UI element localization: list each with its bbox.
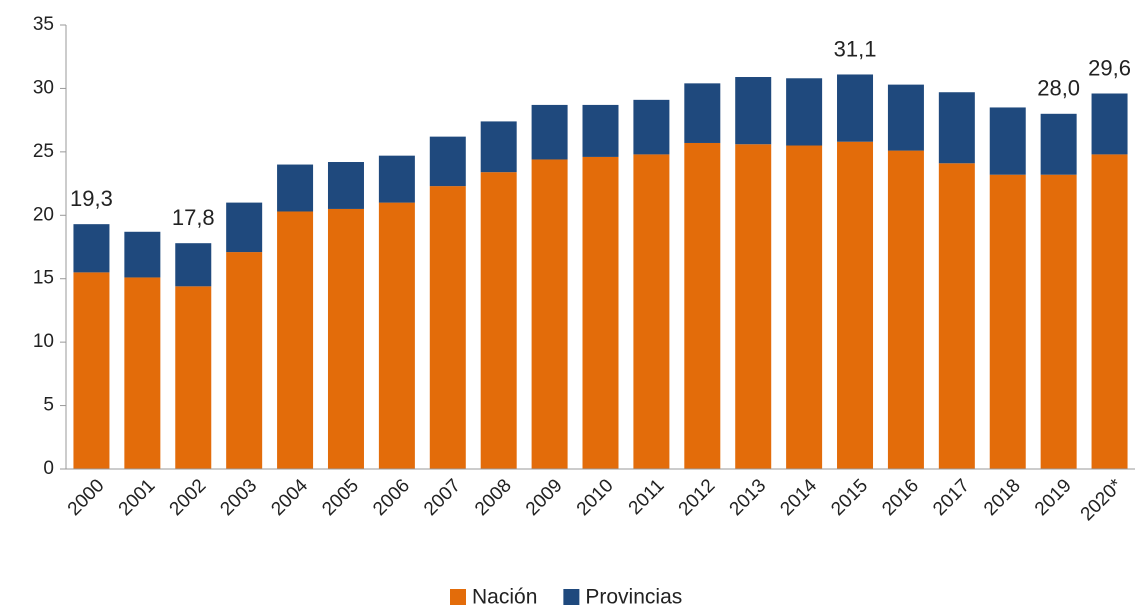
bar-segment bbox=[837, 141, 874, 470]
bar-segment bbox=[124, 277, 161, 469]
legend-swatch bbox=[450, 589, 466, 605]
bar-segment bbox=[480, 121, 517, 173]
x-tick-label: 2014 bbox=[776, 475, 821, 520]
x-tick-label: 2012 bbox=[675, 475, 720, 520]
y-tick-label: 10 bbox=[33, 331, 54, 352]
bar-segment bbox=[837, 74, 874, 142]
x-tick-label: 2020* bbox=[1077, 475, 1127, 525]
x-tick-label: 2016 bbox=[878, 475, 923, 520]
bar-segment bbox=[1091, 93, 1128, 155]
bar-segment bbox=[582, 104, 619, 157]
data-label: 17,8 bbox=[172, 205, 215, 230]
bar-segment bbox=[277, 164, 314, 212]
bar-segment bbox=[175, 243, 212, 287]
bar-segment bbox=[1040, 113, 1077, 175]
bar-segment bbox=[735, 77, 772, 145]
legend-label: Provincias bbox=[585, 586, 682, 609]
bar-segment bbox=[73, 272, 110, 469]
y-tick-label: 5 bbox=[43, 395, 54, 416]
y-tick-label: 0 bbox=[43, 458, 54, 479]
bar-segment bbox=[1091, 154, 1128, 469]
x-tick-label: 2011 bbox=[625, 475, 669, 519]
legend-label: Nación bbox=[472, 586, 537, 609]
bar-segment bbox=[531, 104, 568, 160]
bar-segment bbox=[786, 78, 823, 146]
x-tick-label: 2018 bbox=[980, 475, 1025, 520]
bar-segment bbox=[887, 150, 924, 470]
x-tick-label: 2013 bbox=[726, 475, 771, 520]
bar-segment bbox=[989, 174, 1026, 470]
bar-segment bbox=[786, 145, 823, 469]
x-tick-label: 2006 bbox=[369, 475, 414, 520]
bar-segment bbox=[226, 202, 263, 253]
y-tick-label: 25 bbox=[33, 141, 54, 162]
bar-segment bbox=[887, 84, 924, 151]
data-label: 28,0 bbox=[1037, 76, 1080, 101]
x-tick-label: 2004 bbox=[267, 475, 312, 520]
legend-swatch bbox=[563, 589, 580, 605]
data-label: 19,3 bbox=[70, 186, 113, 211]
bar-segment bbox=[735, 144, 772, 469]
y-tick-label: 15 bbox=[33, 268, 54, 289]
bar-segment bbox=[429, 186, 466, 469]
x-tick-label: 2017 bbox=[929, 475, 974, 520]
bar-segment bbox=[277, 211, 314, 470]
bar-segment bbox=[684, 142, 721, 469]
x-tick-label: 2009 bbox=[522, 475, 567, 520]
x-tick-label: 2019 bbox=[1031, 475, 1076, 520]
bar-segment bbox=[480, 172, 517, 469]
bar-segment bbox=[938, 163, 975, 469]
bar-segment bbox=[429, 136, 466, 187]
data-label: 29,6 bbox=[1088, 55, 1131, 80]
bar-segment bbox=[633, 99, 670, 155]
x-tick-label: 2010 bbox=[573, 475, 618, 520]
x-tick-label: 2001 bbox=[115, 475, 160, 520]
bar-segment bbox=[1040, 174, 1077, 470]
y-tick-label: 20 bbox=[33, 204, 54, 225]
bar-segment bbox=[989, 107, 1026, 175]
bar-segment bbox=[175, 286, 212, 469]
bar-segment bbox=[633, 154, 670, 469]
y-tick-label: 30 bbox=[33, 77, 54, 98]
bar-segment bbox=[327, 208, 364, 469]
bar-segment bbox=[226, 252, 263, 469]
y-tick-label: 35 bbox=[33, 14, 54, 35]
bar-segment bbox=[327, 162, 364, 209]
x-tick-label: 2003 bbox=[217, 475, 262, 520]
bar-segment bbox=[684, 83, 721, 143]
bar-segment bbox=[531, 159, 568, 469]
bar-segment bbox=[124, 231, 161, 278]
bar-segment bbox=[938, 92, 975, 164]
x-tick-label: 2005 bbox=[318, 475, 363, 520]
x-tick-label: 2015 bbox=[827, 475, 872, 520]
x-tick-label: 2000 bbox=[64, 475, 109, 520]
bar-segment bbox=[73, 224, 110, 273]
bar-segment bbox=[582, 156, 619, 469]
bar-segment bbox=[378, 155, 415, 203]
data-label: 31,1 bbox=[834, 36, 877, 61]
x-tick-label: 2007 bbox=[420, 475, 465, 520]
x-tick-label: 2002 bbox=[166, 475, 211, 520]
x-tick-label: 2008 bbox=[471, 475, 516, 520]
bar-segment bbox=[378, 202, 415, 469]
